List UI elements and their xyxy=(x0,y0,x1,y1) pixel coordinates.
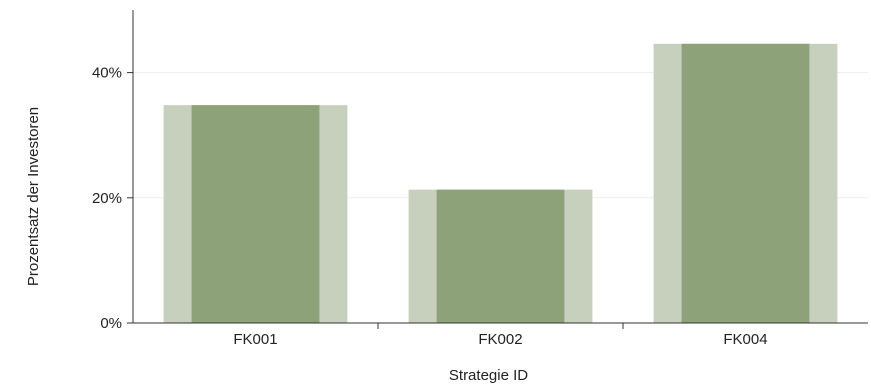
y-tick-label: 40% xyxy=(92,65,122,82)
bar-fk001 xyxy=(191,105,320,323)
bar-fk004 xyxy=(681,43,810,323)
x-tick-label: FK004 xyxy=(723,331,767,348)
bars xyxy=(163,43,838,323)
y-tick-label: 0% xyxy=(100,315,122,332)
axes xyxy=(127,10,868,324)
x-tick-label: FK001 xyxy=(233,331,277,348)
x-axis-title: Strategie ID xyxy=(449,367,528,384)
y-axis-title: Prozentsatz der Investoren xyxy=(25,107,42,286)
x-tick-label: FK002 xyxy=(478,331,522,348)
bar-fk002 xyxy=(436,189,565,323)
ticks: 0% 20% 40% FK001 FK002 FK004 xyxy=(92,65,768,348)
y-tick-label: 20% xyxy=(92,190,122,207)
